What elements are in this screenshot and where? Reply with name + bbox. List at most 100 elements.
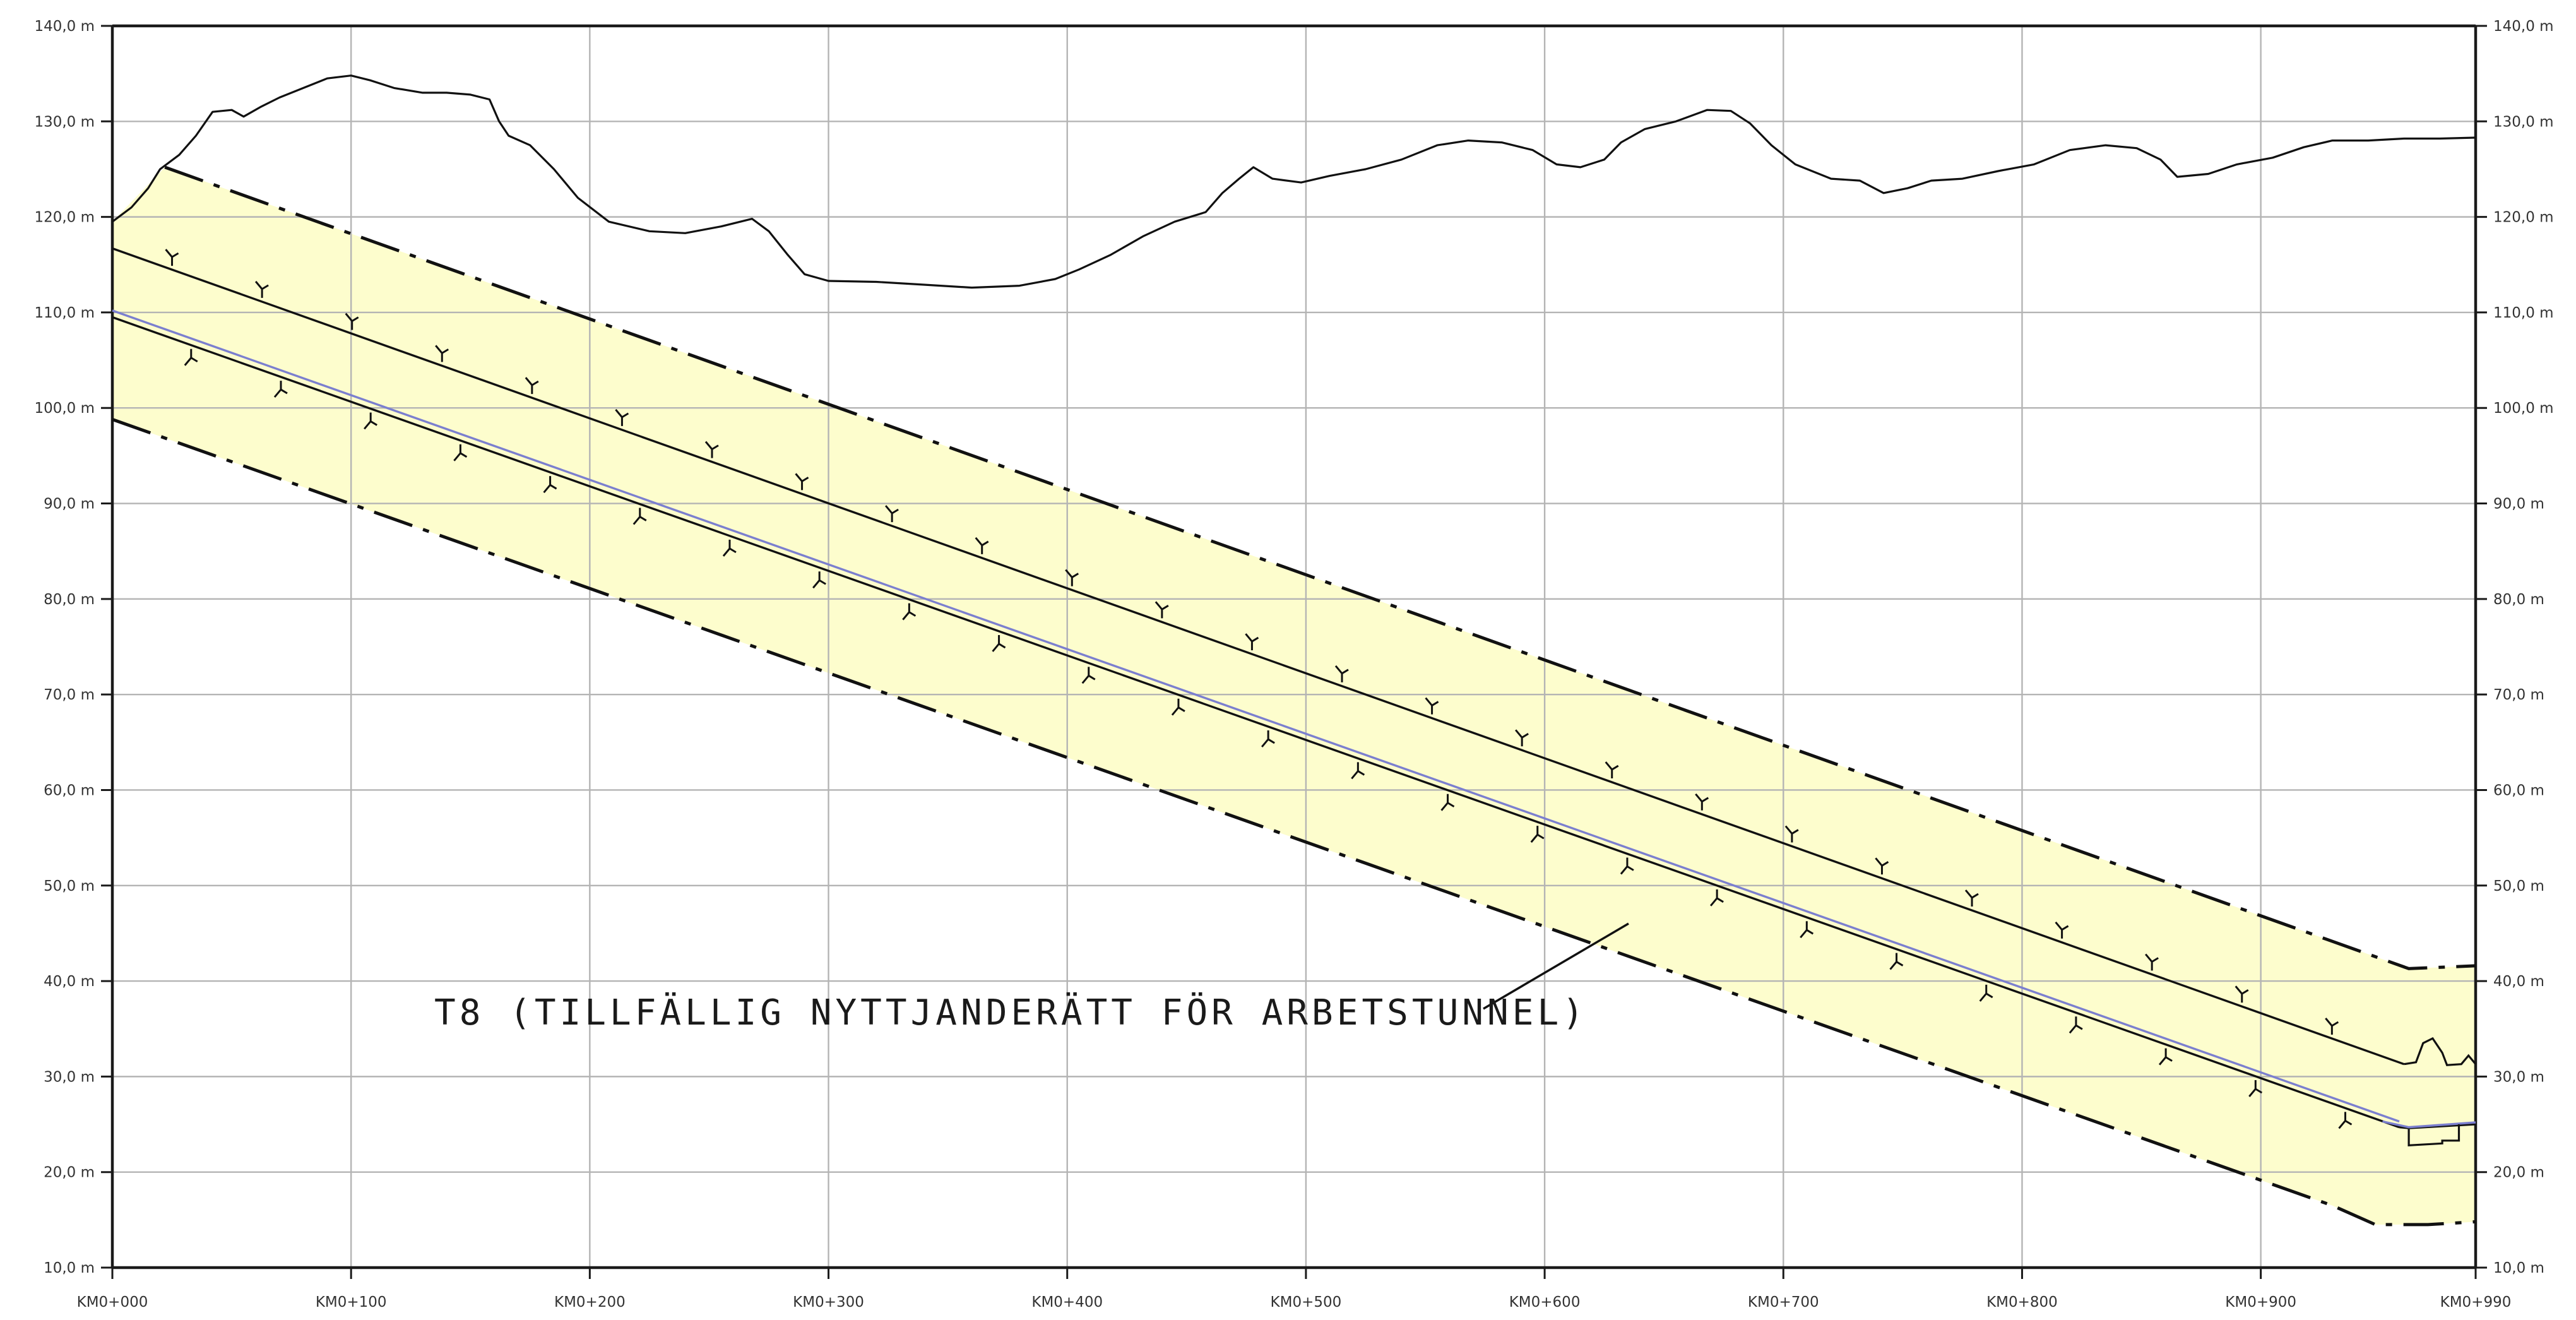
floor-hatch-mark [902, 603, 917, 621]
x-axis-labels: KM0+000 KM0+100 KM0+200 KM0+300 KM0+400 KM0+5… [77, 1294, 2512, 1311]
y-tick-label: 90,0 m [44, 496, 95, 513]
y-tick-label: 40,0 m [2493, 973, 2544, 990]
roof-hatch-mark [254, 280, 269, 298]
y-tick-label: 10,0 m [2493, 1260, 2544, 1276]
tunnel-end-centre-detail [2382, 1120, 2476, 1129]
y-tick-label: 130,0 m [2493, 114, 2554, 130]
roof-hatch-mark [795, 473, 809, 491]
roof-hatch-mark [2145, 953, 2159, 971]
roof-hatch-mark [2055, 921, 2069, 939]
floor-hatch-mark [812, 571, 826, 589]
roof-hatch-mark [884, 505, 899, 523]
roof-hatch-mark [1875, 857, 1889, 875]
y-tick-label: 70,0 m [44, 687, 95, 703]
tunnel-floor-line [112, 316, 2400, 1129]
y-tick-label: 140,0 m [34, 18, 95, 35]
floor-hatch-mark [2338, 1112, 2353, 1129]
floor-hatch-mark [632, 508, 647, 525]
y-tick-label: 130,0 m [34, 114, 95, 130]
y-tick-label: 80,0 m [44, 592, 95, 608]
callout-label: T8 (TILLFÄLLIG NYTTJANDERÄTT FÖR ARBETST… [434, 992, 1588, 1033]
y-tick-label: 140,0 m [2493, 18, 2554, 35]
roof-hatch-mark [1784, 825, 1799, 843]
x-tick-label: KM0+700 [1748, 1294, 1819, 1311]
floor-hatch-mark [1440, 794, 1455, 811]
zone-boundary-lower [112, 418, 2476, 1227]
roof-hatch-mark [1245, 633, 1259, 651]
x-tick-label: KM0+990 [2440, 1294, 2512, 1311]
floor-hatch-mark [184, 348, 198, 366]
y-tick-label: 10,0 m [44, 1260, 95, 1276]
y-tick-label: 50,0 m [2493, 878, 2544, 895]
roof-hatch-mark [1605, 761, 1619, 779]
y-tick-label: 20,0 m [44, 1165, 95, 1181]
y-tick-label: 50,0 m [44, 878, 95, 895]
y-tick-label: 30,0 m [2493, 1069, 2544, 1085]
roof-hatch-mark [975, 537, 989, 554]
floor-hatch-mark [1530, 826, 1545, 843]
tunnel-roof-line [112, 247, 2405, 1066]
floor-hatch-mark [1351, 762, 1365, 780]
floor-hatch-mark [1979, 984, 1993, 1002]
roof-hatch-mark [1425, 697, 1439, 715]
roof-hatch-mark [2235, 985, 2249, 1003]
floor-hatch-mark [1261, 730, 1275, 748]
roof-hatch-mark [165, 249, 179, 266]
linework-layer [112, 74, 2477, 1227]
roof-hatch-mark [435, 345, 449, 362]
roof-hatch-mark [525, 377, 539, 395]
y-tick-label: 30,0 m [44, 1069, 95, 1085]
floor-hatch-mark [1081, 667, 1096, 684]
floor-hatch-mark [2158, 1048, 2173, 1066]
grid-layer [101, 24, 2487, 1279]
y-tick-label: 100,0 m [34, 400, 95, 417]
roof-hatch-mark [1515, 729, 1529, 747]
roof-hatch-mark [345, 312, 359, 330]
roof-hatch-mark [1964, 889, 1979, 907]
y-tick-label: 120,0 m [34, 210, 95, 226]
x-tick-label: KM0+100 [316, 1294, 387, 1311]
floor-hatch-mark [543, 476, 557, 494]
ground-surface-line [112, 74, 2476, 289]
floor-hatch-mark [1889, 953, 1904, 970]
y-tick-label: 80,0 m [2493, 592, 2544, 608]
x-tick-label: KM0+200 [554, 1294, 626, 1311]
roof-hatch-mark [2325, 1018, 2339, 1035]
floor-hatch-mark [1800, 921, 1814, 939]
roof-hatch-mark [704, 441, 719, 458]
roof-hatch-mark [615, 408, 629, 426]
planned-zone-layer [112, 167, 2476, 1225]
x-tick-label: KM0+000 [77, 1294, 148, 1311]
floor-hatch-mark [2069, 1016, 2083, 1034]
floor-hatch-mark [1620, 857, 1634, 875]
zone-boundary-upper [164, 165, 2476, 970]
floor-hatch-mark [1171, 698, 1185, 716]
y-tick-label: 100,0 m [2493, 400, 2554, 417]
y-tick-label: 60,0 m [2493, 782, 2544, 799]
y-tick-label: 40,0 m [44, 973, 95, 990]
floor-hatch-mark [273, 381, 288, 398]
x-tick-label: KM0+800 [1986, 1294, 2058, 1311]
roof-hatch-mark [1695, 793, 1709, 811]
floor-hatch-mark [453, 444, 468, 461]
y-axis-left-labels: 10,0 m 20,0 m 30,0 m 40,0 m 50,0 m 60,0 m 70,0… [34, 18, 95, 1276]
y-tick-label: 120,0 m [2493, 210, 2554, 226]
y-tick-label: 110,0 m [2493, 305, 2554, 321]
x-tick-label: KM0+300 [793, 1294, 864, 1311]
floor-hatch-mark [2248, 1080, 2263, 1097]
x-tick-label: KM0+500 [1271, 1294, 1342, 1311]
tunnel-end-roof-detail [2404, 1037, 2477, 1066]
x-tick-label: KM0+400 [1031, 1294, 1103, 1311]
y-tick-label: 20,0 m [2493, 1165, 2544, 1181]
floor-hatch-mark [1709, 889, 1724, 907]
y-tick-label: 70,0 m [2493, 687, 2544, 703]
roof-hatch-mark [1334, 665, 1349, 682]
y-tick-label: 110,0 m [34, 305, 95, 321]
tunnel-centre-line [112, 309, 2400, 1123]
floor-hatch-mark [722, 539, 737, 557]
x-tick-label: KM0+600 [1509, 1294, 1581, 1311]
planned-zone-area [112, 167, 2476, 1225]
y-axis-right-labels: 10,0 m 20,0 m 30,0 m 40,0 m 50,0 m 60,0 m 70,0… [2493, 18, 2554, 1276]
x-tick-label: KM0+900 [2225, 1294, 2296, 1311]
